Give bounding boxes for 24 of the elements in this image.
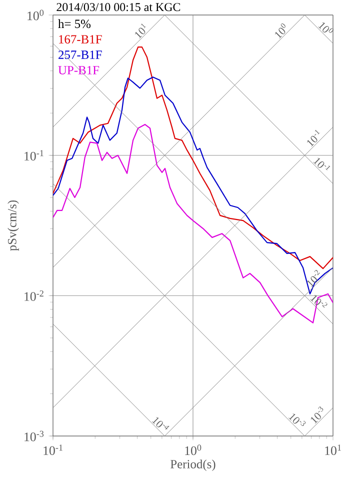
- annotation: 10$^{-3}$: [310, 406, 324, 424]
- y-tick-label: 10$^{-1}$: [24, 150, 44, 161]
- y-axis-title: pSv(cm/s): [8, 200, 19, 251]
- annotation: 10$^{-3}$: [288, 414, 306, 426]
- annotation: 10$^{1}$: [135, 24, 146, 39]
- chart-title: 2014/03/10 00:15 at KGC: [56, 3, 180, 12]
- annotation: 10$^{-1}$: [313, 158, 330, 171]
- x-tick-label: 10$^{1}$: [325, 444, 341, 456]
- annotation: 10$^{-1}$: [307, 130, 320, 147]
- y-tick-label: 10$^{0}$: [28, 10, 44, 20]
- annotation: 10$^{0}$: [318, 22, 334, 33]
- annotation: 10$^{-2}$: [310, 295, 328, 308]
- y-tick-label: 10$^{-3}$: [24, 430, 44, 442]
- x-axis-title: Period(s): [170, 460, 216, 471]
- x-tick-label: 10$^{0}$: [185, 444, 202, 456]
- y-tick-label: 10$^{-2}$: [24, 290, 44, 301]
- annotation: 10$^{0}$: [275, 23, 286, 39]
- text: 257-B1F: [58, 50, 102, 59]
- x-tick-label: 10$^{-1}$: [44, 444, 62, 456]
- text: 167-B1F: [59, 35, 102, 44]
- annotation: 10$^{-4}$: [152, 417, 170, 430]
- text: UP-B1F: [58, 66, 100, 74]
- annotation: 10$^{-2}$: [307, 270, 320, 288]
- legend-title: h= 5%: [58, 19, 91, 28]
